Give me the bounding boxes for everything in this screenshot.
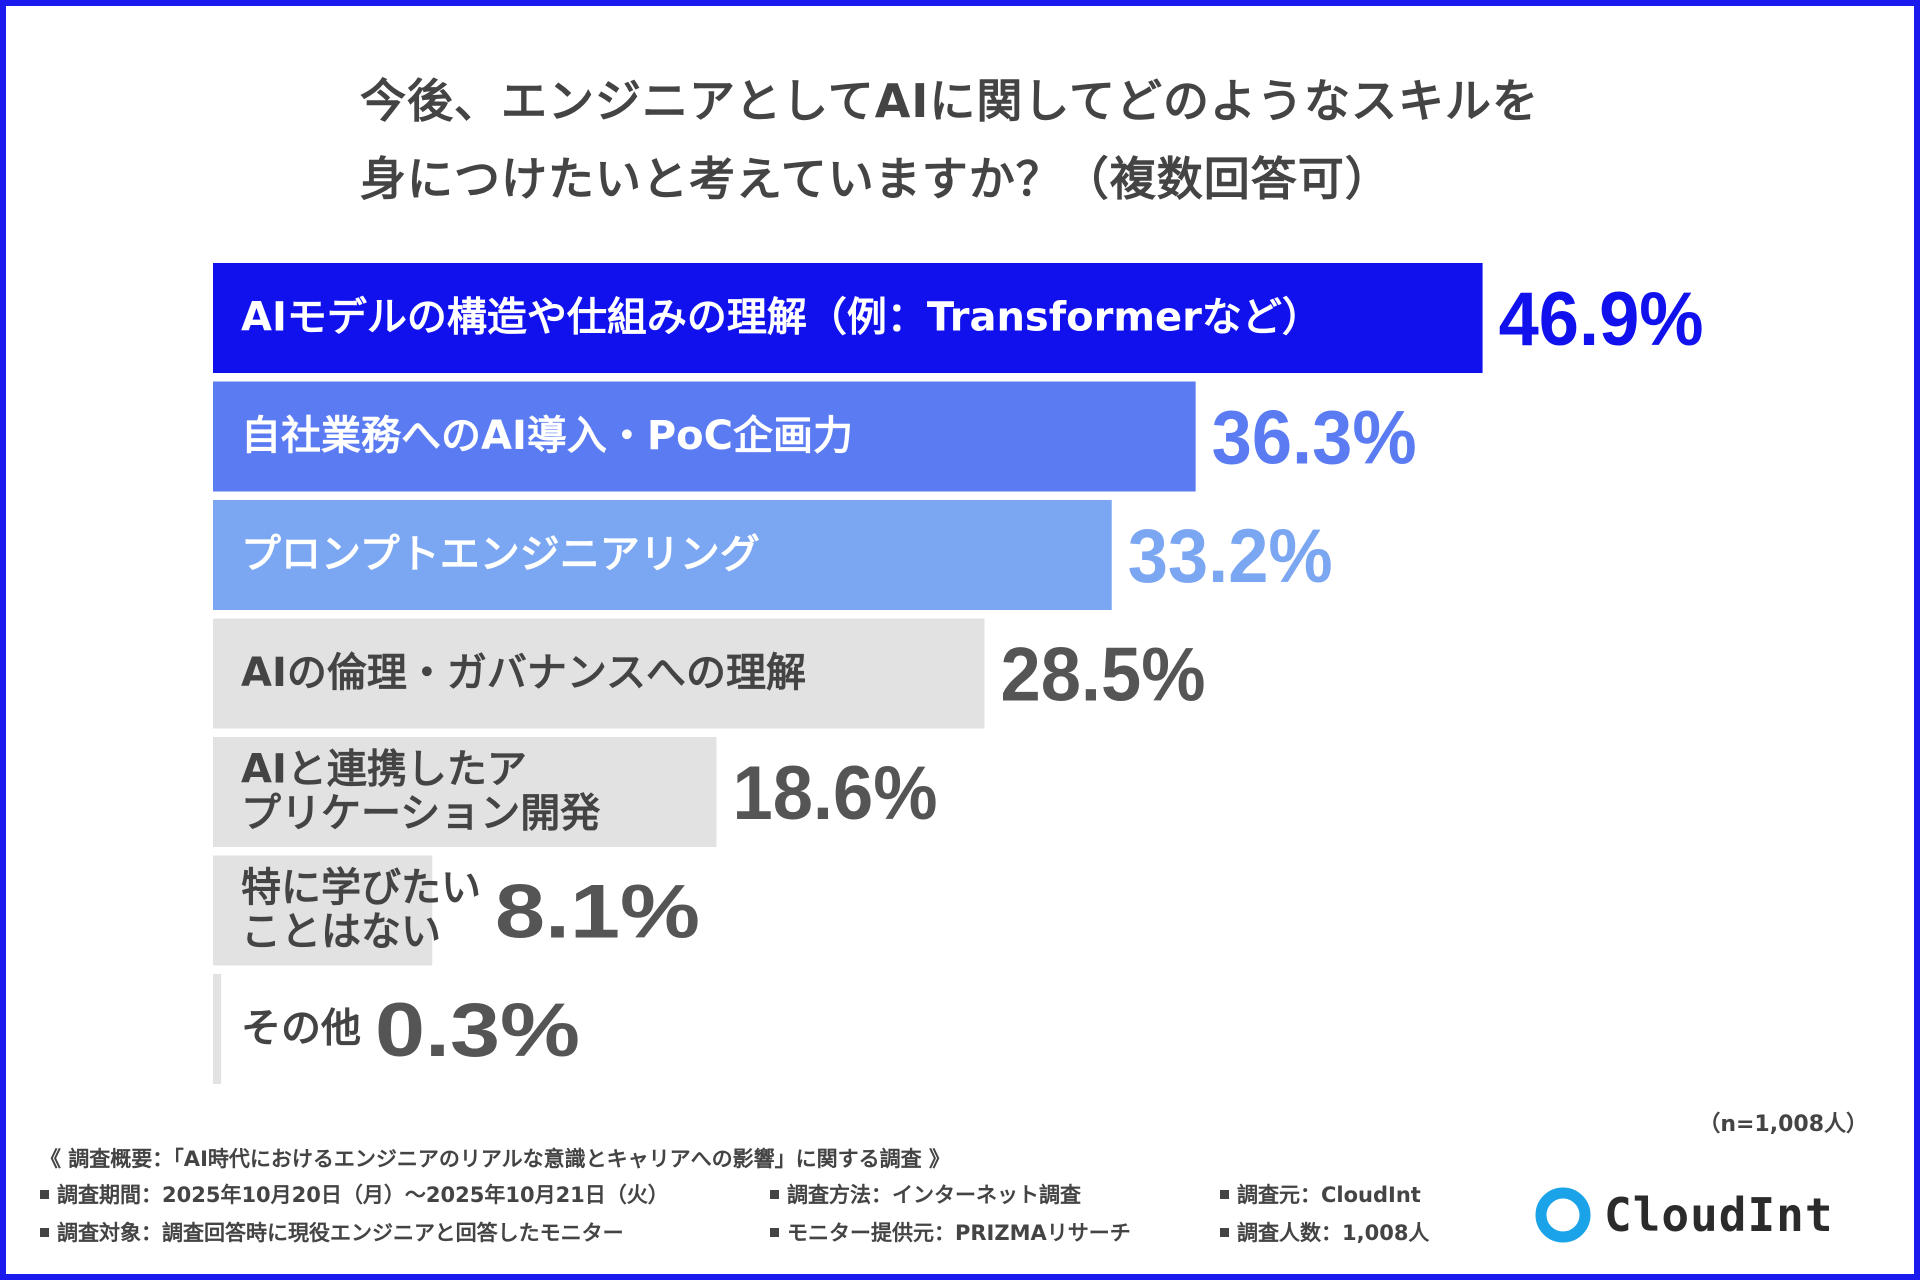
survey-item: 調査元：CloudInt — [1220, 1176, 1520, 1214]
bar — [213, 500, 1112, 610]
survey-item-text: 調査元：CloudInt — [1237, 1183, 1421, 1207]
bar-category-label: 特に学びたいことはない — [241, 865, 481, 955]
survey-item: 調査対象：調査回答時に現役エンジニアと回答したモニター — [40, 1214, 770, 1252]
survey-item: 調査方法：インターネット調査 — [770, 1176, 1220, 1214]
bar — [213, 855, 433, 966]
bullet-square-icon — [1220, 1189, 1229, 1199]
sample-size-note: （n=1,008人） — [1698, 1112, 1868, 1137]
survey-items: 調査期間：2025年10月20日（月）～2025年10月21日（火） 調査方法：… — [40, 1176, 1540, 1252]
bar-category-label: プロンプトエンジニアリング — [241, 531, 760, 577]
bar — [213, 263, 1483, 373]
survey-item-text: 調査方法：インターネット調査 — [787, 1183, 1081, 1207]
survey-item-text: 調査対象：調査回答時に現役エンジニアと回答したモニター — [57, 1221, 624, 1245]
bar — [213, 737, 717, 847]
bar-category-label: 自社業務へのAI導入・PoC企画力 — [241, 413, 853, 459]
survey-item: モニター提供元：PRIZMAリサーチ — [770, 1214, 1220, 1252]
survey-item: 調査期間：2025年10月20日（月）～2025年10月21日（火） — [40, 1176, 770, 1214]
cloudint-logo: CloudInt — [1534, 1186, 1834, 1244]
bar-category-label: AIモデルの構造や仕組みの理解（例：Transformerなど） — [241, 294, 1322, 340]
bullet-square-icon — [40, 1189, 49, 1199]
survey-item-text: モニター提供元：PRIZMAリサーチ — [787, 1221, 1131, 1245]
bar-value-label: 8.1% — [495, 870, 700, 955]
cloudint-logo-icon — [1535, 1187, 1591, 1243]
bullet-square-icon — [770, 1189, 779, 1199]
bar-category-label: その他 — [241, 1005, 361, 1051]
survey-heading: 《 調査概要：「AI時代におけるエンジニアのリアルな意識とキャリアへの影響」に関… — [40, 1147, 950, 1171]
bullet-square-icon — [1220, 1227, 1229, 1237]
survey-item-text: 調査期間：2025年10月20日（月）～2025年10月21日（火） — [57, 1183, 669, 1207]
bar-value-label: 33.2% — [1128, 514, 1333, 599]
chart-title: 今後、エンジニアとしてAIに関してどのようなスキルを 身につけたいと考えています… — [360, 62, 1760, 218]
bar-category-label: AIの倫理・ガバナンスへの理解 — [241, 650, 806, 696]
survey-item-text: 調査人数：1,008人 — [1237, 1221, 1430, 1245]
bar-value-label: 46.9% — [1499, 277, 1704, 362]
survey-item: 調査人数：1,008人 — [1220, 1214, 1520, 1252]
bar-value-label: 18.6% — [733, 751, 938, 836]
bullet-square-icon — [40, 1227, 49, 1237]
bullet-square-icon — [770, 1227, 779, 1237]
cloudint-logo-text: CloudInt — [1604, 1188, 1834, 1242]
chart-title-line1: 今後、エンジニアとしてAIに関してどのようなスキルを — [360, 74, 1540, 128]
bar-value-label: 28.5% — [1000, 633, 1205, 718]
chart-title-line2: 身につけたいと考えていますか？（複数回答可） — [360, 152, 1392, 206]
bar-value-label: 0.3% — [375, 988, 580, 1073]
bar — [213, 974, 222, 1084]
bar — [213, 618, 985, 729]
survey-overview: 《 調査概要：「AI時代におけるエンジニアのリアルな意識とキャリアへの影響」に関… — [40, 1142, 1540, 1252]
bar — [213, 381, 1196, 492]
bar-category-label: AIと連携したアプリケーション開発 — [241, 746, 601, 836]
bar-value-label: 36.3% — [1212, 396, 1417, 481]
